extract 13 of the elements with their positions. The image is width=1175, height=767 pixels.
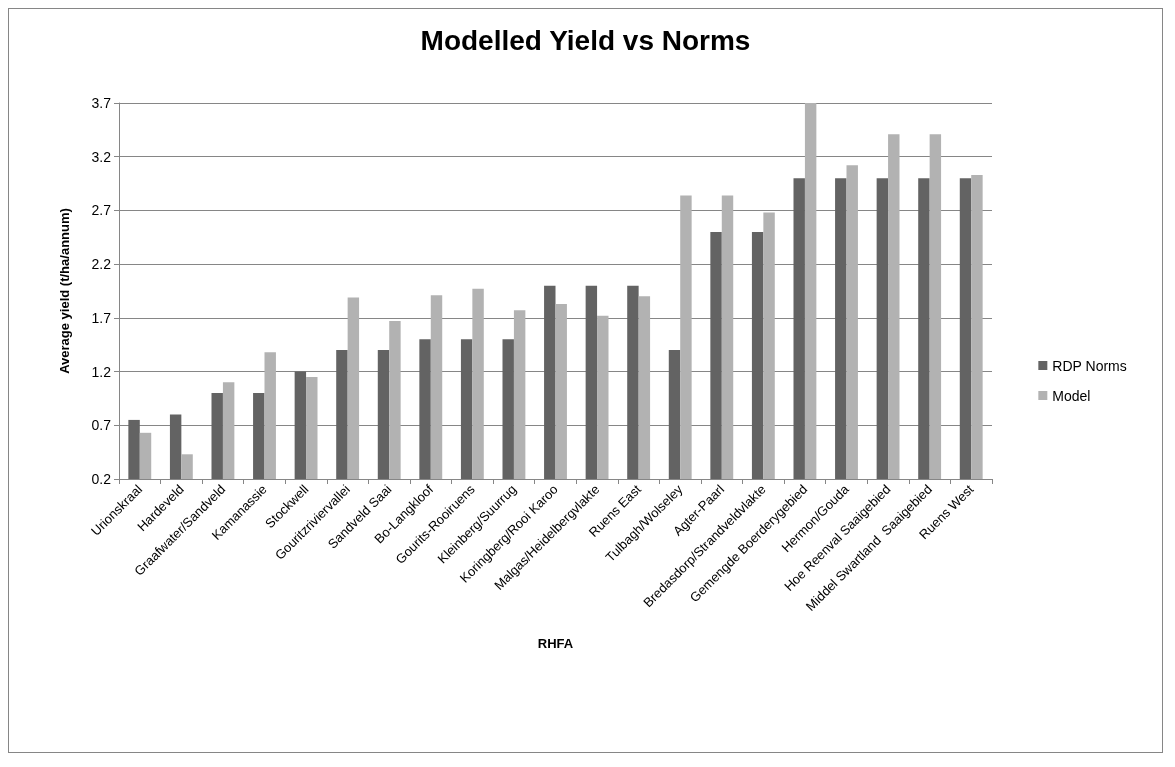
y-tick-label: 2.2 (91, 256, 112, 273)
y-tick-label: 3.2 (91, 148, 112, 165)
y-axis-title: Average yield (t/ha/annum) (57, 208, 72, 374)
y-tick-label: 0.7 (91, 417, 112, 434)
y-tick-label: 0.2 (91, 471, 112, 487)
legend-label: Model (1052, 387, 1091, 404)
chart-title: Modelled Yield vs Norms (420, 24, 751, 56)
y-tick-label: 1.7 (91, 309, 112, 326)
y-tick-label: 2.7 (91, 202, 112, 219)
y-tick-label: 3.7 (91, 95, 112, 111)
x-axis-title: RHFA (537, 636, 574, 651)
legend-label: RDP Norms (1052, 357, 1127, 374)
y-tick-label: 1.2 (91, 363, 112, 380)
